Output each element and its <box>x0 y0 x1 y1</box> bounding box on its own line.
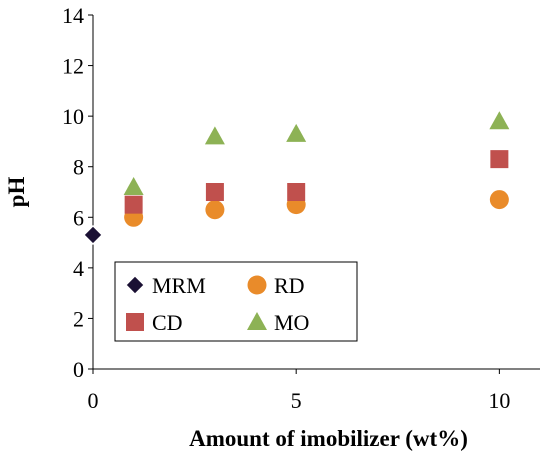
point-mrm <box>83 225 103 245</box>
point-cd <box>287 183 306 201</box>
point-cd <box>124 195 143 214</box>
point-rd <box>205 200 225 220</box>
y-tick-label: 2 <box>73 306 84 331</box>
x-axis-ticks: 0 5 10 <box>88 369 510 413</box>
y-tick-label: 8 <box>73 155 84 180</box>
point-cd <box>205 183 224 201</box>
legend-box <box>114 261 358 342</box>
point-rd <box>489 190 509 210</box>
legend-label-mrm: MRM <box>152 273 206 298</box>
point-mo <box>204 126 225 145</box>
x-axis-title: Amount of imobilizer (wt%) <box>189 426 468 451</box>
x-tick-label: 10 <box>488 388 510 413</box>
x-tick-label: 0 <box>88 388 99 413</box>
legend-label-mo: MO <box>274 310 309 335</box>
legend-marker-cd <box>126 313 144 331</box>
y-tick-label: 0 <box>73 357 84 382</box>
legend-label-cd: CD <box>152 310 183 335</box>
point-mo <box>489 111 510 130</box>
x-tick-label: 5 <box>291 388 302 413</box>
legend-marker-mrm <box>125 275 145 295</box>
y-tick-label: 10 <box>62 104 84 129</box>
point-mo <box>286 123 307 142</box>
legend: MRM RD CD MO <box>114 261 358 342</box>
y-axis-ticks: 0 2 4 6 8 10 12 14 <box>62 3 93 382</box>
point-cd <box>490 150 509 169</box>
y-axis-title: pH <box>4 177 29 208</box>
plot-frame <box>92 15 540 370</box>
y-tick-label: 14 <box>62 3 84 28</box>
y-tick-label: 4 <box>73 256 84 281</box>
legend-label-rd: RD <box>274 273 305 298</box>
y-tick-label: 12 <box>62 54 84 79</box>
y-tick-label: 6 <box>73 205 84 230</box>
legend-marker-rd <box>247 275 267 295</box>
legend-marker-mo <box>247 312 267 330</box>
point-mo <box>123 176 144 195</box>
data-markers <box>83 111 510 245</box>
